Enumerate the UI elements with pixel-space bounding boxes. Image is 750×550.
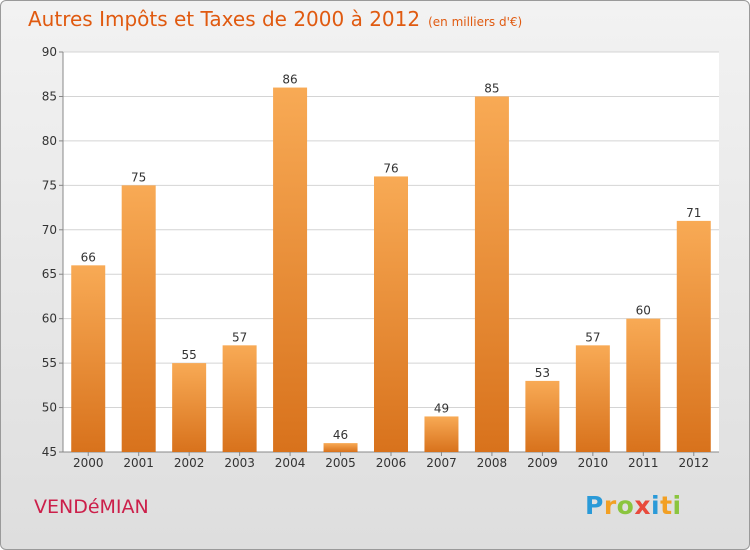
value-label: 57 (585, 330, 600, 344)
bar-2009 (525, 380, 560, 452)
y-tick-label: 55 (42, 356, 57, 370)
bar-2002 (172, 363, 207, 452)
value-label: 60 (636, 304, 651, 318)
x-tick-label: 2007 (426, 456, 457, 470)
x-tick-label: 2010 (578, 456, 609, 470)
x-tick-label: 2001 (123, 456, 154, 470)
logo-letter: P (585, 491, 604, 520)
bar-2006 (374, 176, 408, 452)
bar-2004 (273, 87, 308, 453)
value-label: 76 (383, 161, 398, 175)
value-label: 75 (131, 170, 146, 184)
value-label: 46 (333, 428, 348, 442)
bar-2010 (575, 345, 610, 452)
proxiti-logo: Proxiti (585, 491, 682, 520)
value-label: 66 (81, 250, 96, 264)
logo-letter: t (660, 491, 673, 520)
y-tick-label: 50 (42, 401, 57, 415)
chart-title: Autres Impôts et Taxes de 2000 à 2012 (en… (28, 7, 522, 31)
x-tick-label: 2000 (73, 456, 104, 470)
x-tick-label: 2006 (376, 456, 407, 470)
x-tick-label: 2003 (224, 456, 255, 470)
y-tick-label: 80 (42, 134, 57, 148)
x-tick-label: 2012 (678, 456, 709, 470)
bars (71, 87, 711, 453)
value-label: 53 (535, 366, 550, 380)
y-tick-label: 90 (42, 45, 57, 59)
labels: 2000 66 2001 75 2002 55 2003 57 2004 86 2005 46 2006… (73, 73, 709, 470)
logo-letter: i (651, 491, 661, 520)
value-label: 71 (686, 206, 701, 220)
bar-2008 (474, 96, 509, 452)
x-tick-label: 2011 (628, 456, 659, 470)
y-tick-label: 85 (42, 89, 57, 103)
bar-2011 (626, 318, 661, 452)
x-tick-label: 2004 (275, 456, 306, 470)
value-label: 85 (484, 81, 499, 95)
y-tick-label: 70 (42, 223, 57, 237)
value-label: 86 (282, 73, 297, 87)
value-label: 49 (434, 401, 449, 415)
y-tick-label: 65 (42, 267, 57, 281)
chart-title-text: Autres Impôts et Taxes de 2000 à 2012 (28, 7, 421, 31)
x-tick-label: 2005 (325, 456, 356, 470)
value-label: 57 (232, 330, 247, 344)
bar-2012 (676, 220, 711, 452)
x-tick-label: 2008 (477, 456, 508, 470)
x-tick-label: 2002 (174, 456, 205, 470)
logo-letter: r (603, 491, 617, 520)
commune-name: VENDéMIAN (34, 496, 149, 518)
value-label: 55 (182, 348, 197, 362)
bar-2003 (222, 345, 257, 452)
y-tick-label: 75 (42, 178, 57, 192)
bar-2005 (323, 443, 358, 452)
y-tick-label: 60 (42, 312, 57, 326)
logo-letter: o (616, 491, 635, 520)
bar-2001 (121, 185, 156, 453)
chart-unit: (en milliers d'€) (428, 15, 523, 29)
y-tick-label: 45 (42, 445, 57, 459)
logo-letter: i (672, 491, 682, 520)
bar-2007 (424, 416, 459, 452)
x-tick-label: 2009 (527, 456, 558, 470)
bar-2000 (71, 265, 106, 452)
logo-letter: x (634, 491, 651, 520)
